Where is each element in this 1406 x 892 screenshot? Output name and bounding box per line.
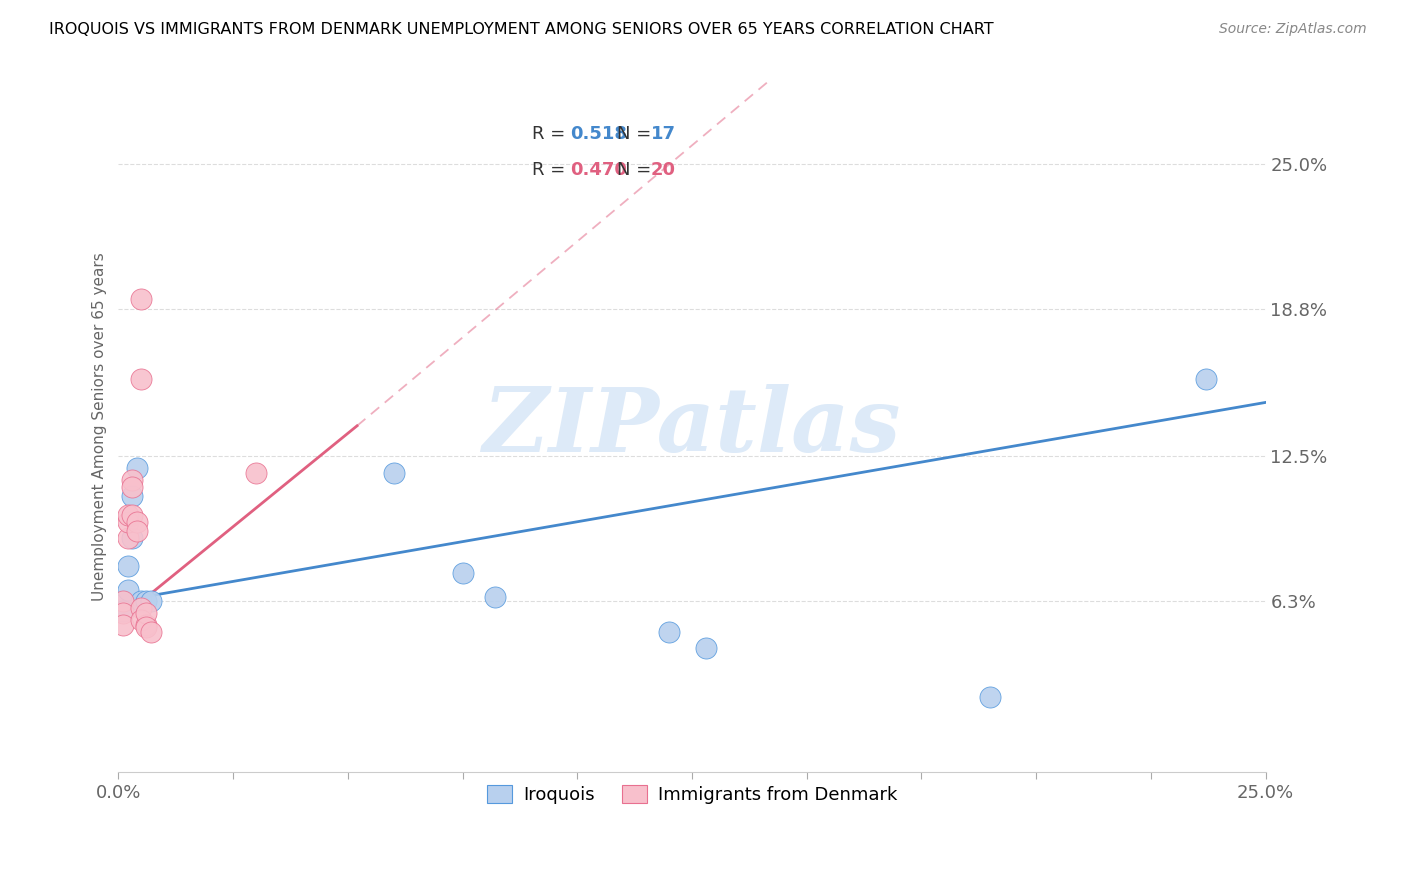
Text: 20: 20 [651, 161, 675, 179]
Point [112, 604, 135, 618]
Point [245, 466, 267, 480]
Point [112, 594, 135, 608]
Point [695, 641, 717, 656]
Text: N =: N = [617, 125, 657, 143]
Text: Source: ZipAtlas.com: Source: ZipAtlas.com [1219, 22, 1367, 37]
Point [125, 515, 148, 529]
Point [979, 690, 1001, 705]
Point [1195, 372, 1218, 386]
Text: N =: N = [617, 161, 657, 179]
Point [117, 582, 139, 597]
Point [112, 617, 135, 632]
Point [131, 601, 153, 615]
Text: R =: R = [533, 161, 571, 179]
Point [135, 594, 157, 608]
Point [135, 606, 157, 620]
Point [131, 372, 153, 386]
Point [135, 617, 157, 632]
Point [117, 515, 139, 529]
Point [121, 480, 143, 494]
Point [117, 508, 139, 522]
Point [121, 531, 143, 545]
Point [658, 624, 681, 639]
Point [484, 590, 506, 604]
Point [121, 473, 143, 487]
Point [121, 489, 143, 503]
Point [125, 461, 148, 475]
Point [131, 594, 153, 608]
Text: 0.518: 0.518 [571, 125, 627, 143]
Point [112, 597, 135, 611]
Point [121, 508, 143, 522]
Point [139, 594, 162, 608]
Point [131, 613, 153, 627]
Point [125, 524, 148, 538]
Text: ZIPatlas: ZIPatlas [484, 384, 901, 470]
Legend: Iroquois, Immigrants from Denmark: Iroquois, Immigrants from Denmark [477, 774, 908, 814]
Point [131, 293, 153, 307]
Text: 0.470: 0.470 [571, 161, 627, 179]
Point [112, 606, 135, 620]
Point [135, 620, 157, 634]
Text: IROQUOIS VS IMMIGRANTS FROM DENMARK UNEMPLOYMENT AMONG SENIORS OVER 65 YEARS COR: IROQUOIS VS IMMIGRANTS FROM DENMARK UNEM… [49, 22, 994, 37]
Point [117, 559, 139, 574]
Point [139, 624, 162, 639]
Point [117, 531, 139, 545]
Text: 17: 17 [651, 125, 675, 143]
Y-axis label: Unemployment Among Seniors over 65 years: Unemployment Among Seniors over 65 years [93, 252, 107, 601]
Point [382, 466, 405, 480]
Point [451, 566, 474, 581]
Text: R =: R = [533, 125, 571, 143]
